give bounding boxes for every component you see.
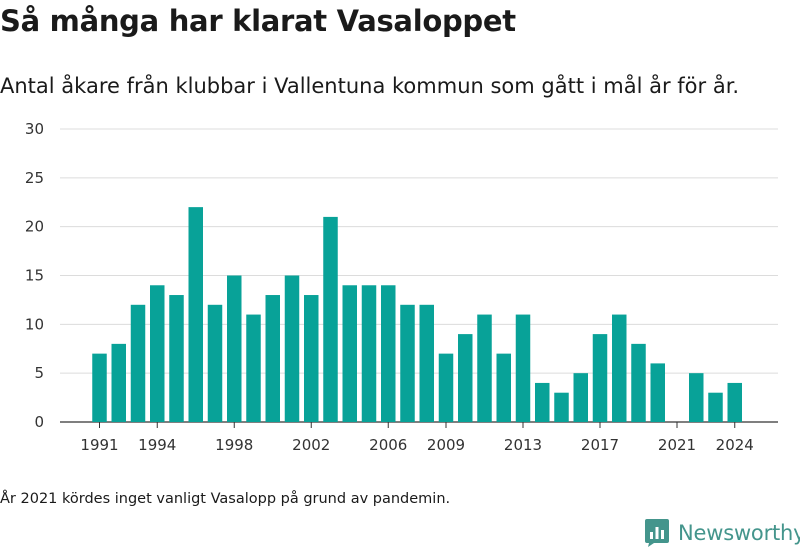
bar-1992: [111, 343, 126, 422]
y-tick-label: 25: [25, 169, 44, 187]
gridlines: [60, 128, 778, 423]
y-tick-label: 5: [34, 364, 44, 382]
bar-2023: [708, 392, 723, 422]
x-tick-label: 1994: [138, 436, 176, 454]
y-tick-label: 30: [25, 120, 44, 138]
bar-2009: [438, 353, 454, 422]
bar-2008: [419, 304, 434, 422]
bar-2020: [650, 363, 665, 422]
y-tick-label: 15: [25, 267, 44, 285]
bar-2017: [592, 334, 608, 422]
x-tick-label: 1991: [80, 436, 118, 454]
brand-logo: Newsworthy: [644, 518, 800, 548]
y-tick-label: 0: [34, 413, 44, 431]
y-axis-labels: 0 5 10 15 20 25 30: [25, 120, 44, 431]
bar-2018: [612, 314, 627, 422]
y-tick-label: 10: [25, 315, 44, 333]
bar-2022: [689, 373, 704, 422]
bar-2016: [573, 373, 588, 422]
bar-1994: [150, 285, 165, 422]
x-tick-label: 2009: [427, 436, 465, 454]
bar-2002: [304, 295, 319, 422]
bar-2006: [381, 285, 396, 422]
bar-2001: [284, 275, 300, 422]
bar-2024: [727, 382, 742, 422]
y-tick-label: 20: [25, 218, 44, 236]
bar-1997: [207, 304, 223, 422]
brand-name: Newsworthy: [678, 521, 800, 545]
bar-2007: [400, 304, 415, 422]
bar-2003: [323, 216, 338, 422]
bar-2004: [342, 285, 357, 422]
bar-1998: [227, 275, 242, 422]
bar-2011: [477, 314, 492, 422]
chart-title: Så många har klarat Vasaloppet: [0, 4, 516, 38]
x-tick-label: 2021: [658, 436, 696, 454]
bar-1996: [188, 207, 203, 422]
bar-2015: [554, 392, 569, 422]
bar-chart: 0 5 10 15 20 25 30 1991 1994 1998 2002 2006 2009 201…: [25, 120, 778, 454]
x-tick-label: 2002: [292, 436, 330, 454]
bar-1991: [92, 353, 107, 422]
bars: [92, 207, 742, 422]
bar-2010: [458, 334, 473, 422]
newsworthy-logo-icon: [645, 519, 669, 547]
x-tick-label: 1998: [215, 436, 253, 454]
bar-2005: [361, 285, 377, 422]
bar-1999: [246, 314, 261, 422]
x-tick-label: 2013: [504, 436, 542, 454]
chart-subtitle: Antal åkare från klubbar i Vallentuna ko…: [0, 74, 740, 98]
bar-1995: [169, 295, 184, 422]
bar-2014: [535, 382, 550, 422]
bar-2012: [496, 353, 511, 422]
bar-2000: [265, 295, 280, 422]
bar-2013: [515, 314, 531, 422]
x-tick-label: 2006: [369, 436, 407, 454]
bar-2019: [631, 343, 646, 422]
x-axis-labels: 1991 1994 1998 2002 2006 2009 2013 2017 2021 2024: [80, 422, 754, 454]
footnote: År 2021 kördes inget vanligt Vasalopp på…: [0, 491, 451, 507]
x-tick-label: 2017: [581, 436, 619, 454]
x-tick-label: 2024: [716, 436, 754, 454]
bar-1993: [130, 304, 146, 422]
